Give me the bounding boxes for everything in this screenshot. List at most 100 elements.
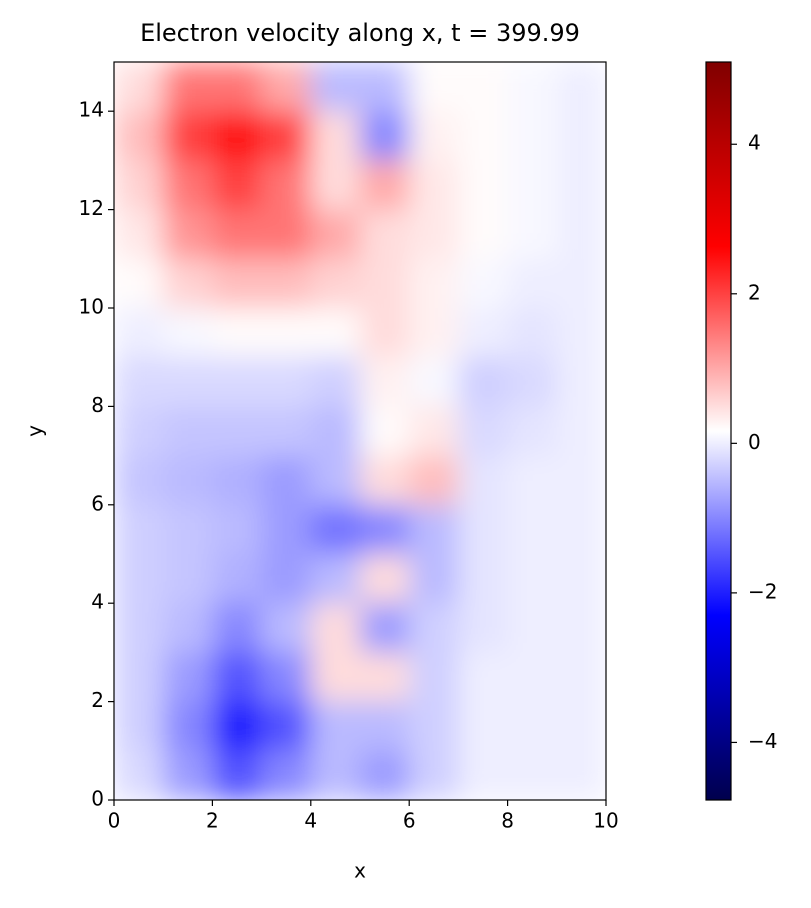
heatmap-cell	[507, 455, 558, 506]
heatmap-cell	[114, 209, 164, 260]
heatmap-cell	[163, 603, 213, 653]
heatmap-cell	[458, 652, 509, 703]
heatmap-cell	[114, 652, 164, 703]
heatmap-cell	[261, 504, 312, 555]
heatmap-cell	[212, 160, 263, 211]
heatmap-cell	[114, 603, 164, 653]
heatmap-cell	[507, 603, 558, 653]
heatmap-cell	[409, 701, 459, 752]
heatmap-cell	[310, 504, 361, 555]
heatmap-cell	[261, 308, 312, 358]
heatmap-cell	[507, 357, 558, 407]
heatmap-cell	[556, 504, 606, 555]
heatmap-cell	[310, 62, 361, 112]
colorbar	[705, 61, 732, 801]
heatmap-cell	[458, 406, 509, 457]
heatmap-cell	[261, 554, 312, 604]
heatmap-cell	[212, 357, 263, 407]
heatmap-cell	[163, 504, 213, 555]
heatmap-cell	[458, 357, 509, 407]
heatmap-cell	[360, 258, 410, 309]
heatmap-cell	[458, 603, 509, 653]
y-tick-label: 2	[91, 688, 104, 712]
heatmap-cell	[212, 308, 263, 358]
colorbar-tick-label: 4	[748, 131, 761, 155]
y-tick-label: 14	[79, 98, 104, 122]
heatmap-cell	[163, 701, 213, 752]
plot-area	[114, 62, 606, 800]
heatmap-cell	[556, 603, 606, 653]
x-tick-label: 10	[593, 809, 618, 833]
heatmap-cell	[261, 258, 312, 309]
heatmap-cell	[556, 111, 606, 161]
heatmap-cell	[114, 455, 164, 506]
heatmap-cell	[261, 111, 312, 161]
heatmap-cell	[507, 406, 558, 457]
heatmap-cell	[310, 701, 361, 752]
y-tick-label: 12	[79, 196, 104, 220]
heatmap-cell	[458, 701, 509, 752]
heatmap-cell	[310, 308, 361, 358]
x-tick-label: 4	[304, 809, 317, 833]
heatmap-cell	[261, 603, 312, 653]
heatmap-cell	[458, 62, 509, 112]
heatmap-cell	[360, 603, 410, 653]
colorbar-tick-label: −2	[748, 579, 777, 603]
heatmap-cell	[409, 504, 459, 555]
heatmap-cell	[212, 652, 263, 703]
heatmap-cell	[114, 258, 164, 309]
heatmap-cell	[310, 357, 361, 407]
heatmap-cell	[163, 652, 213, 703]
heatmap-cell	[556, 455, 606, 506]
heatmap-cell	[114, 160, 164, 211]
heatmap-cell	[261, 62, 312, 112]
axes-frame	[113, 61, 607, 801]
heatmap-cell	[409, 258, 459, 309]
heatmap-cell	[458, 504, 509, 555]
heatmap-cell	[212, 603, 263, 653]
heatmap-cell	[114, 62, 164, 112]
x-tick-label: 0	[108, 809, 121, 833]
heatmap-cell	[556, 258, 606, 309]
heatmap-cell	[163, 357, 213, 407]
heatmap-cell	[212, 258, 263, 309]
heatmap-cell	[507, 111, 558, 161]
heatmap-cell	[114, 308, 164, 358]
heatmap-cell	[212, 111, 263, 161]
heatmap-cell	[163, 455, 213, 506]
heatmap-cell	[261, 160, 312, 211]
y-tick-label: 4	[91, 590, 104, 614]
heatmap-cell	[458, 258, 509, 309]
heatmap-cell	[212, 701, 263, 752]
heatmap-cell	[212, 554, 263, 604]
heatmap-cell	[409, 455, 459, 506]
heatmap-cell	[507, 62, 558, 112]
heatmap-cell	[114, 111, 164, 161]
heatmap-cell	[310, 652, 361, 703]
colorbar-tick-label: −4	[748, 729, 777, 753]
heatmap-cell	[114, 554, 164, 604]
colorbar-tick-label: 0	[748, 430, 761, 454]
heatmap-cell	[360, 209, 410, 260]
heatmap-cell	[458, 455, 509, 506]
heatmap-cell	[458, 308, 509, 358]
heatmap-cell	[360, 357, 410, 407]
heatmap-cell	[360, 554, 410, 604]
heatmap-cell	[360, 652, 410, 703]
heatmap-cell	[507, 258, 558, 309]
heatmap-cell	[409, 652, 459, 703]
heatmap-cell	[163, 160, 213, 211]
heatmap-cell	[261, 406, 312, 457]
heatmap-cell	[458, 160, 509, 211]
chart-title: Electron velocity along x, t = 399.99	[140, 19, 580, 47]
heatmap-cell	[114, 701, 164, 752]
x-tick-label: 8	[501, 809, 514, 833]
x-tick-label: 2	[206, 809, 219, 833]
heatmap-cell	[360, 701, 410, 752]
heatmap-cell	[212, 455, 263, 506]
heatmap-cell	[458, 209, 509, 260]
heatmap-cell	[507, 504, 558, 555]
y-axis-label: y	[23, 425, 47, 437]
y-tick-label: 10	[79, 295, 104, 319]
heatmap-cell	[409, 603, 459, 653]
